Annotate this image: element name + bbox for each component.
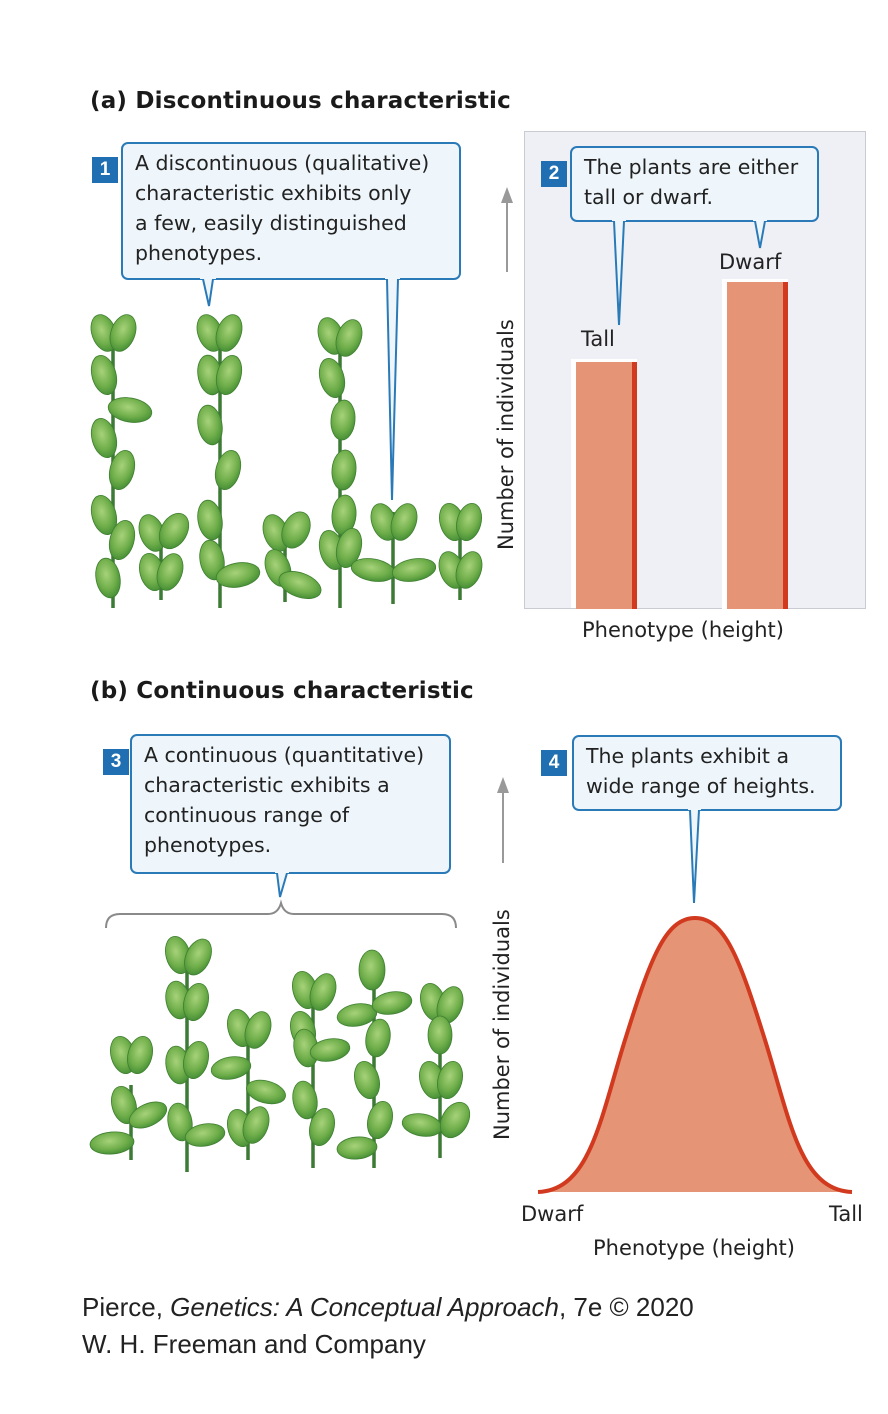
callout-3-badge: 3 [103,749,129,775]
callout-1-line: characteristic exhibits only [135,181,412,205]
x-min-label: Dwarf [521,1202,584,1226]
callout-4-badge: 4 [541,750,567,776]
callout-1-badge: 1 [92,157,118,183]
credit-book-title: Genetics: A Conceptual Approach [170,1292,559,1322]
callout-3-line: characteristic exhibits a [144,773,390,797]
callout-2-badge: 2 [541,161,567,187]
panel-a-heading: (a) Discontinuous characteristic [90,88,511,114]
callout-4-line: wide range of heights. [586,774,816,798]
brace-icon [105,899,457,929]
bar-tall [576,362,637,609]
callout-4: The plants exhibit a wide range of heigh… [572,735,842,811]
callout-3-line: phenotypes. [144,833,272,857]
bar-dwarf [727,282,788,609]
callout-1: A discontinuous (qualitative) characteri… [121,142,461,280]
x-axis-label-b: Phenotype (height) [593,1236,795,1260]
bar-dwarf-label: Dwarf [719,250,782,274]
callout-3-line: continuous range of [144,803,350,827]
callout-3: A continuous (quantitative) characterist… [130,734,451,874]
credit-author: Pierce, [82,1292,171,1322]
x-axis-label-a: Phenotype (height) [582,618,784,642]
callout-4-line: The plants exhibit a [586,744,790,768]
callout-2-line: tall or dwarf. [584,185,714,209]
panel-b-heading: (b) Continuous characteristic [90,678,474,704]
credit-line-2: W. H. Freeman and Company [82,1329,426,1359]
bar-tall-label: Tall [581,327,615,351]
leaf-icon [89,935,471,1172]
callout-1-line: phenotypes. [135,241,263,265]
credit-edition: , 7e © 2020 [558,1292,694,1322]
callout-2: The plants are either tall or dwarf. [570,146,819,222]
x-max-label: Tall [829,1202,863,1226]
callout-1-line: a few, easily distinguished [135,211,407,235]
callout-3-line: A continuous (quantitative) [144,743,425,767]
leaf-icon [90,314,483,608]
credit-line-1: Pierce, Genetics: A Conceptual Approach,… [82,1289,694,1325]
callout-2-line: The plants are either [584,155,799,179]
callout-1-line: A discontinuous (qualitative) [135,151,430,175]
